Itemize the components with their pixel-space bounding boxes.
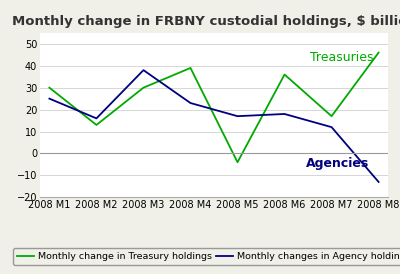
Monthly change in Treasury holdings	[329, 115, 334, 118]
Monthly change in Treasury holdings	[47, 86, 52, 89]
Monthly change in Treasury holdings	[235, 161, 240, 164]
Text: Agencies: Agencies	[306, 157, 369, 170]
Monthly changes in Agency holdings	[235, 115, 240, 118]
Monthly changes in Agency holdings	[94, 117, 99, 120]
Monthly change in Treasury holdings	[141, 86, 146, 89]
Monthly changes in Agency holdings	[282, 112, 287, 116]
Monthly changes in Agency holdings	[47, 97, 52, 100]
Title: Monthly change in FRBNY custodial holdings, $ billion: Monthly change in FRBNY custodial holdin…	[12, 15, 400, 28]
Monthly change in Treasury holdings	[188, 66, 193, 70]
Monthly change in Treasury holdings	[94, 123, 99, 127]
Monthly changes in Agency holdings	[141, 68, 146, 72]
Text: Treasuries: Treasuries	[310, 52, 374, 64]
Monthly changes in Agency holdings	[329, 125, 334, 129]
Line: Monthly change in Treasury holdings: Monthly change in Treasury holdings	[50, 53, 378, 162]
Monthly change in Treasury holdings	[376, 51, 381, 54]
Monthly changes in Agency holdings	[376, 180, 381, 184]
Monthly change in Treasury holdings	[282, 73, 287, 76]
Line: Monthly changes in Agency holdings: Monthly changes in Agency holdings	[50, 70, 378, 182]
Monthly changes in Agency holdings	[188, 101, 193, 105]
Legend: Monthly change in Treasury holdings, Monthly changes in Agency holdings: Monthly change in Treasury holdings, Mon…	[13, 248, 400, 265]
